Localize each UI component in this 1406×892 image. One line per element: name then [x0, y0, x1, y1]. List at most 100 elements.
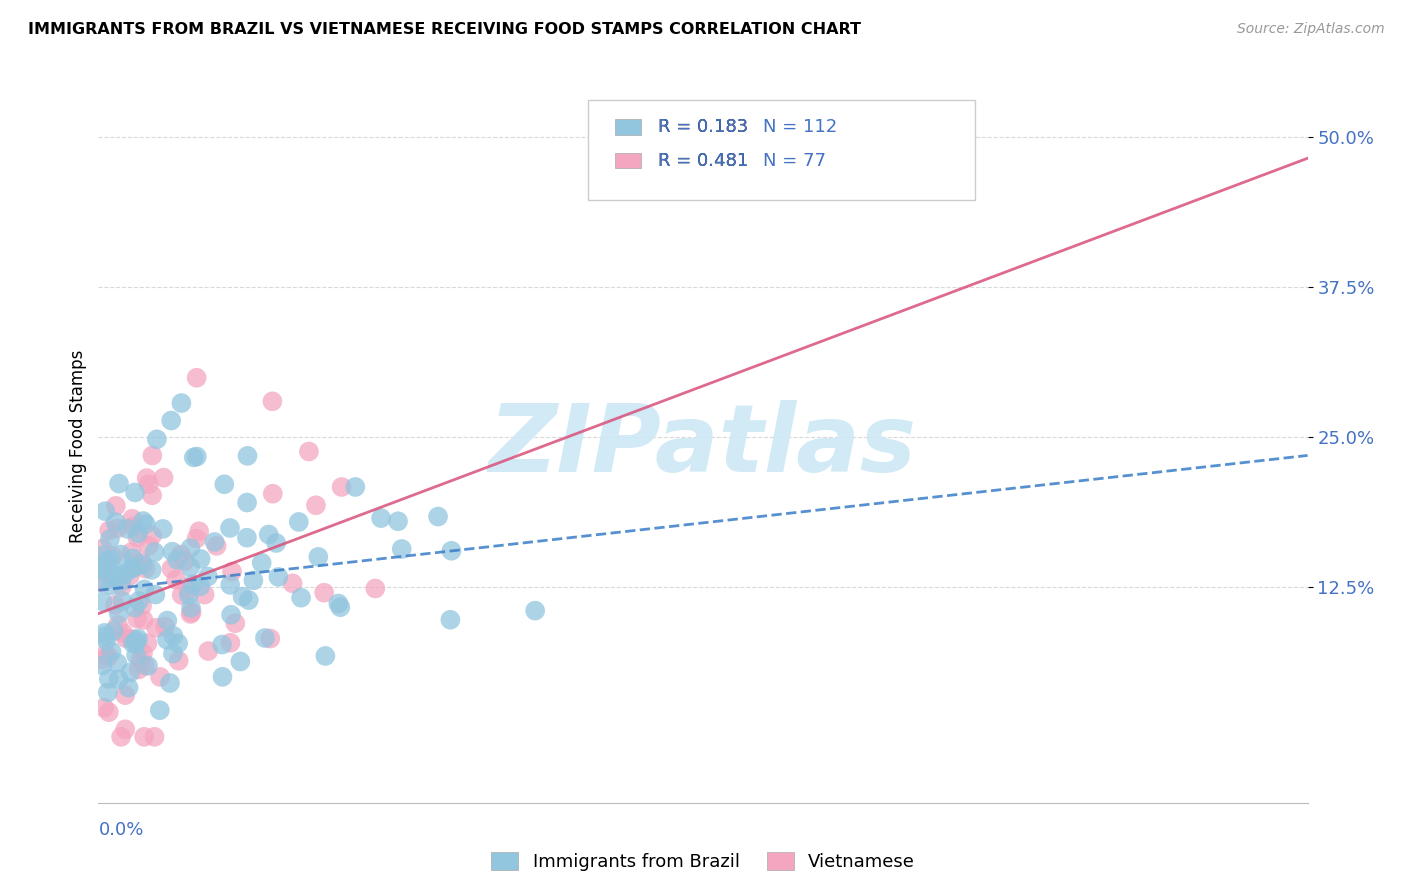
Point: [131, 556, 153, 570]
Point: [125, 633, 148, 648]
Point: [173, 554, 195, 568]
Point: [91, 562, 114, 576]
Point: [190, 552, 212, 566]
Point: [149, 703, 172, 717]
Point: [135, 471, 157, 485]
Point: [110, 574, 132, 589]
Point: [153, 620, 176, 634]
Point: [91, 658, 114, 673]
Point: [205, 539, 228, 553]
Point: [138, 477, 160, 491]
Point: [91, 573, 114, 587]
Point: [107, 521, 129, 535]
Point: [114, 688, 136, 702]
Text: R = 0.481: R = 0.481: [658, 152, 748, 169]
FancyBboxPatch shape: [614, 153, 641, 169]
Point: [91, 549, 114, 563]
Point: [329, 600, 352, 615]
Point: [101, 549, 124, 563]
Point: [97, 685, 120, 699]
Point: [121, 632, 143, 647]
Point: [183, 450, 205, 465]
Point: [149, 670, 172, 684]
Point: [141, 449, 163, 463]
Point: [253, 631, 276, 645]
Point: [186, 370, 208, 384]
Point: [100, 644, 122, 658]
Point: [290, 591, 312, 605]
Point: [166, 553, 188, 567]
Point: [160, 413, 183, 427]
Point: [105, 569, 128, 583]
Point: [127, 530, 149, 544]
Point: [118, 568, 141, 582]
Point: [328, 597, 350, 611]
Point: [127, 557, 149, 571]
Point: [136, 658, 159, 673]
Point: [221, 565, 243, 579]
FancyBboxPatch shape: [614, 120, 641, 135]
Point: [160, 561, 183, 575]
Point: [112, 626, 135, 640]
Point: [167, 654, 190, 668]
Point: [128, 594, 150, 608]
Point: [127, 632, 149, 646]
Point: [440, 543, 463, 558]
Point: [125, 637, 148, 651]
Point: [129, 653, 152, 667]
Point: [117, 522, 139, 536]
FancyBboxPatch shape: [588, 100, 976, 200]
Point: [94, 648, 117, 662]
Point: [439, 613, 461, 627]
Point: [162, 647, 184, 661]
Point: [100, 552, 122, 566]
Point: [180, 607, 202, 621]
Point: [211, 670, 233, 684]
Point: [186, 532, 208, 546]
Point: [156, 632, 179, 647]
Point: [229, 655, 252, 669]
Point: [162, 545, 184, 559]
Point: [524, 604, 547, 618]
Point: [127, 526, 149, 541]
Point: [111, 594, 134, 608]
Point: [143, 545, 166, 559]
Point: [238, 593, 260, 607]
Point: [344, 480, 367, 494]
Text: 0.0%: 0.0%: [98, 821, 143, 838]
Point: [267, 570, 290, 584]
Point: [103, 567, 125, 582]
Point: [264, 536, 287, 550]
Point: [97, 705, 120, 719]
Point: [134, 561, 156, 575]
Point: [146, 432, 169, 446]
Point: [197, 569, 219, 583]
Point: [114, 723, 136, 737]
Point: [170, 548, 193, 562]
Point: [387, 514, 409, 528]
Text: N = 112: N = 112: [763, 118, 838, 136]
Legend: Immigrants from Brazil, Vietnamese: Immigrants from Brazil, Vietnamese: [484, 845, 922, 879]
Text: N = 77: N = 77: [763, 152, 827, 169]
Point: [122, 561, 145, 575]
Point: [93, 626, 115, 640]
Point: [94, 504, 117, 518]
Point: [145, 587, 167, 601]
Point: [96, 560, 118, 574]
Point: [165, 573, 187, 587]
Point: [122, 519, 145, 533]
Point: [104, 598, 127, 612]
Point: [121, 561, 143, 575]
Point: [110, 548, 132, 562]
Point: [186, 450, 208, 464]
Point: [136, 636, 159, 650]
Point: [159, 676, 181, 690]
Point: [125, 648, 148, 662]
Point: [180, 605, 202, 619]
Point: [91, 560, 114, 574]
Point: [141, 563, 163, 577]
Point: [170, 396, 193, 410]
Point: [135, 516, 157, 531]
Point: [330, 480, 353, 494]
Point: [120, 665, 142, 680]
